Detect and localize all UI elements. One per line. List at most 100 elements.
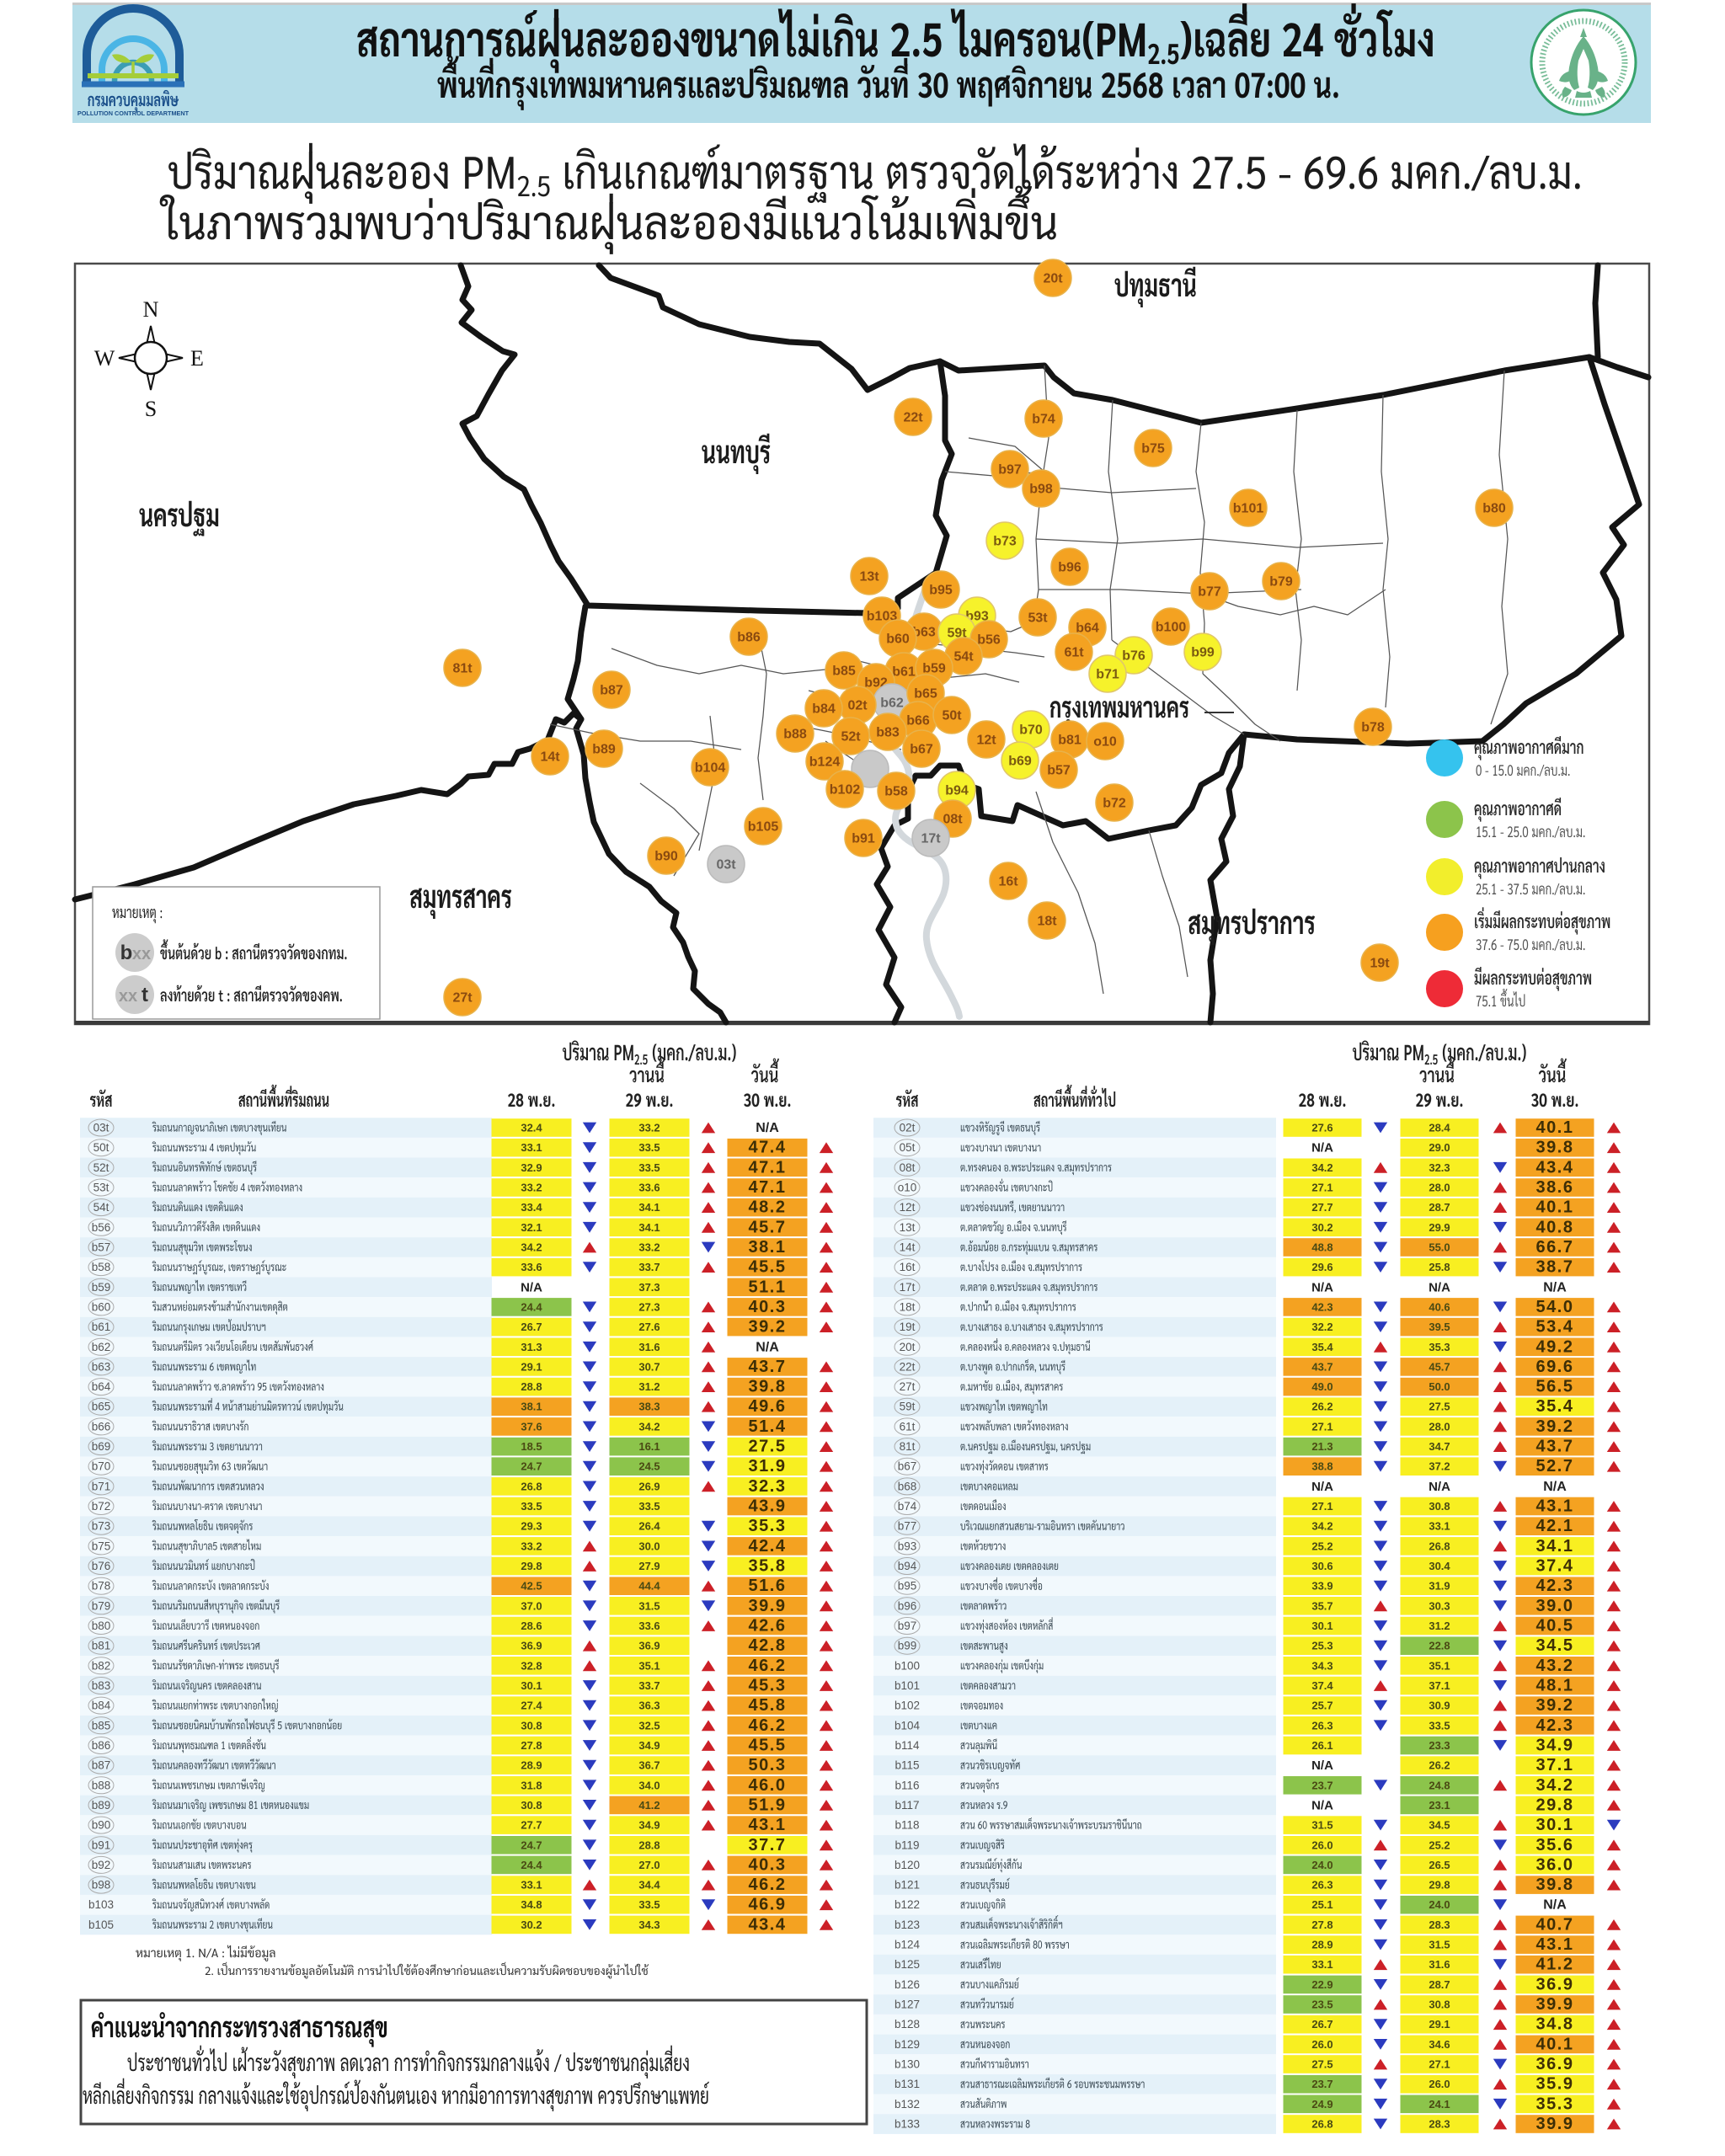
svg-text:26.2: 26.2 (1429, 1759, 1450, 1772)
svg-text:b85: b85 (92, 1719, 111, 1732)
svg-text:xx: xx (119, 987, 137, 1006)
svg-text:N/A: N/A (1311, 1280, 1333, 1294)
svg-text:26.4: 26.4 (638, 1520, 660, 1533)
svg-text:30.4: 30.4 (1429, 1560, 1450, 1572)
svg-text:b70: b70 (1019, 723, 1043, 738)
svg-text:24.7: 24.7 (521, 1838, 542, 1851)
svg-text:43.4: 43.4 (749, 1915, 787, 1934)
svg-text:34.2: 34.2 (638, 1420, 660, 1433)
svg-text:b93: b93 (898, 1540, 917, 1552)
svg-text:37.1: 37.1 (1429, 1679, 1450, 1692)
svg-text:27.8: 27.8 (1311, 1919, 1332, 1931)
svg-text:b73: b73 (92, 1520, 111, 1533)
svg-text:36.9: 36.9 (1536, 2055, 1574, 2073)
svg-text:24.0: 24.0 (1311, 1859, 1332, 1871)
svg-text:29.3: 29.3 (521, 1520, 542, 1533)
svg-text:b123: b123 (895, 1919, 920, 1931)
svg-text:05t: 05t (900, 1141, 916, 1154)
svg-text:24.9: 24.9 (1311, 2098, 1332, 2111)
svg-text:33.5: 33.5 (638, 1898, 660, 1911)
svg-text:N/A: N/A (1311, 1798, 1333, 1812)
svg-text:b96: b96 (1058, 561, 1081, 575)
svg-text:b57: b57 (92, 1241, 111, 1254)
svg-text:b66: b66 (906, 714, 930, 728)
svg-text:37.4: 37.4 (1536, 1557, 1574, 1576)
svg-text:28.0: 28.0 (1429, 1420, 1450, 1433)
svg-text:b75: b75 (1141, 442, 1165, 456)
svg-text:34.9: 34.9 (638, 1819, 660, 1832)
svg-text:33.1: 33.1 (521, 1141, 542, 1154)
svg-text:31.9: 31.9 (1429, 1580, 1450, 1593)
svg-text:26.9: 26.9 (638, 1480, 660, 1492)
svg-text:b88: b88 (783, 728, 807, 742)
svg-text:27.1: 27.1 (1311, 1420, 1332, 1433)
svg-text:03t: 03t (716, 858, 736, 873)
svg-text:49.2: 49.2 (1536, 1337, 1574, 1356)
svg-text:b105: b105 (88, 1919, 114, 1931)
svg-text:03t: 03t (93, 1122, 109, 1134)
svg-text:b68: b68 (898, 1480, 917, 1492)
svg-text:b127: b127 (895, 1999, 920, 2011)
svg-text:25.2: 25.2 (1429, 1838, 1450, 1851)
svg-text:38.7: 38.7 (1536, 1258, 1574, 1277)
svg-text:55.0: 55.0 (1429, 1241, 1450, 1254)
svg-text:53t: 53t (1028, 611, 1048, 626)
svg-text:19t: 19t (900, 1321, 916, 1333)
svg-text:b62: b62 (92, 1341, 111, 1353)
svg-text:34.7: 34.7 (1429, 1440, 1450, 1453)
svg-text:16t: 16t (998, 875, 1018, 889)
svg-text:42.4: 42.4 (749, 1537, 787, 1556)
svg-text:45.3: 45.3 (749, 1677, 787, 1695)
svg-text:22t: 22t (900, 1360, 916, 1373)
svg-text:43.7: 43.7 (1311, 1360, 1332, 1373)
svg-text:b64: b64 (1076, 622, 1099, 636)
svg-text:b65: b65 (914, 687, 937, 702)
svg-text:34.0: 34.0 (638, 1779, 660, 1791)
svg-text:34.9: 34.9 (638, 1739, 660, 1752)
svg-text:b77: b77 (1198, 585, 1221, 600)
svg-text:N/A: N/A (1311, 1758, 1333, 1773)
svg-text:46.2: 46.2 (749, 1657, 787, 1675)
svg-text:34.5: 34.5 (1536, 1636, 1574, 1655)
svg-text:22t: 22t (903, 411, 923, 425)
svg-text:b101: b101 (1233, 502, 1264, 516)
svg-text:27.4: 27.4 (521, 1700, 542, 1712)
svg-text:31.6: 31.6 (1429, 1958, 1450, 1971)
svg-text:45.5: 45.5 (749, 1737, 787, 1755)
svg-text:b76: b76 (92, 1560, 111, 1572)
svg-text:b92: b92 (92, 1859, 111, 1871)
svg-text:35.3: 35.3 (1536, 2095, 1574, 2113)
svg-text:b122: b122 (895, 1898, 920, 1911)
svg-text:40.1: 40.1 (1536, 1198, 1574, 1217)
svg-text:34.1: 34.1 (638, 1201, 660, 1214)
svg-text:40.6: 40.6 (1429, 1300, 1450, 1313)
svg-text:POLLUTION CONTROL DEPARTMENT: POLLUTION CONTROL DEPARTMENT (77, 109, 190, 117)
svg-text:b94: b94 (945, 784, 969, 798)
svg-text:b89: b89 (92, 1799, 111, 1812)
svg-text:b91: b91 (852, 832, 875, 846)
svg-text:b133: b133 (895, 2118, 920, 2131)
svg-text:27.3: 27.3 (638, 1300, 660, 1313)
svg-text:b101: b101 (895, 1679, 920, 1692)
svg-text:32.3: 32.3 (1429, 1161, 1450, 1174)
svg-text:b75: b75 (92, 1540, 111, 1552)
svg-text:34.8: 34.8 (521, 1898, 542, 1911)
svg-text:33.5: 33.5 (638, 1500, 660, 1513)
svg-text:35.7: 35.7 (1311, 1599, 1332, 1612)
svg-text:18t: 18t (900, 1300, 916, 1313)
svg-text:b77: b77 (898, 1520, 917, 1533)
svg-text:28.9: 28.9 (1311, 1939, 1332, 1951)
svg-text:27.5: 27.5 (1429, 1401, 1450, 1413)
svg-text:b70: b70 (92, 1460, 111, 1473)
svg-text:40.3: 40.3 (749, 1855, 787, 1874)
svg-text:34.5: 34.5 (1429, 1819, 1450, 1832)
svg-text:30.1: 30.1 (1311, 1620, 1332, 1632)
svg-text:42.8: 42.8 (749, 1636, 787, 1655)
svg-text:39.9: 39.9 (749, 1597, 787, 1615)
svg-text:35.3: 35.3 (749, 1517, 787, 1535)
svg-text:b95: b95 (929, 584, 953, 598)
svg-text:25.7: 25.7 (1311, 1700, 1332, 1712)
svg-text:b69: b69 (1008, 755, 1032, 769)
svg-text:b87: b87 (600, 684, 623, 698)
svg-text:b60: b60 (886, 632, 910, 647)
